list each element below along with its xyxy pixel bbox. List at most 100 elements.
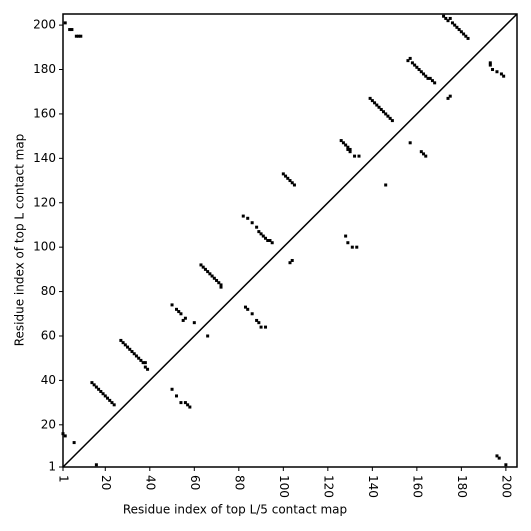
contact-point — [63, 434, 67, 438]
contact-point — [246, 307, 250, 311]
contact-point — [348, 150, 352, 154]
contact-point — [419, 70, 423, 74]
contact-point — [348, 147, 352, 151]
contact-point — [183, 401, 187, 405]
contact-point — [379, 107, 383, 111]
contact-point — [466, 36, 470, 40]
contact-point — [175, 307, 178, 311]
contact-point — [384, 112, 388, 116]
y-tick-label: 60 — [41, 328, 56, 342]
contact-point — [453, 23, 457, 27]
contact-point — [339, 139, 343, 143]
contact-point — [255, 318, 259, 322]
contact-point — [264, 325, 268, 329]
plot-frame — [62, 13, 518, 468]
contact-point — [373, 101, 377, 105]
contact-point — [192, 321, 196, 325]
contact-point — [341, 141, 345, 145]
contact-point — [268, 239, 272, 242]
contact-point — [90, 381, 94, 385]
contact-point — [346, 145, 350, 149]
contact-point — [426, 76, 430, 80]
contact-point — [97, 387, 101, 391]
contact-point — [219, 285, 223, 289]
contact-point — [368, 96, 372, 100]
contact-point — [499, 72, 503, 76]
contact-point — [286, 176, 290, 180]
contact-point — [241, 214, 245, 218]
contact-point — [68, 28, 72, 32]
x-tick-label: 140 — [366, 475, 380, 498]
contact-point — [284, 174, 288, 178]
contact-point — [170, 303, 174, 307]
contact-point — [141, 361, 145, 365]
contact-point — [261, 234, 265, 238]
x-tick-label: 180 — [455, 475, 469, 498]
contact-point — [208, 272, 212, 276]
contact-point — [415, 65, 419, 69]
contact-point — [130, 350, 134, 354]
contact-point — [375, 103, 379, 107]
contact-point — [250, 312, 254, 316]
contact-point — [428, 76, 432, 80]
contact-point — [381, 110, 385, 114]
contact-point — [419, 150, 423, 154]
x-tick-label: 120 — [321, 475, 335, 498]
contact-point — [183, 316, 187, 320]
contact-point — [413, 63, 417, 67]
contact-point — [112, 403, 116, 407]
contact-point — [106, 396, 110, 400]
contact-point — [103, 394, 107, 398]
contact-point — [170, 387, 174, 391]
y-tick-label: 140 — [33, 151, 56, 165]
y-tick-label: 20 — [41, 417, 56, 431]
contact-point — [497, 456, 501, 460]
contact-point — [219, 283, 223, 287]
contact-point — [177, 310, 181, 314]
contact-point — [406, 59, 410, 63]
contact-point — [210, 274, 214, 278]
contact-point — [495, 454, 499, 458]
contact-point — [181, 318, 185, 322]
contact-point — [464, 34, 468, 38]
contact-point — [92, 383, 96, 387]
contact-point — [179, 312, 183, 316]
contact-point — [448, 94, 452, 98]
contact-point — [132, 352, 136, 356]
contact-point — [390, 119, 394, 123]
contact-point — [121, 341, 125, 345]
contact-point — [215, 278, 219, 282]
contact-point — [442, 14, 446, 18]
contact-point — [139, 358, 143, 362]
contact-point — [290, 258, 294, 262]
contact-point — [250, 221, 254, 225]
x-tick-label: 1 — [57, 475, 71, 483]
contact-point — [126, 345, 130, 349]
x-tick-label: 160 — [410, 475, 424, 498]
contact-point — [384, 183, 388, 187]
contact-point — [491, 68, 495, 72]
contact-point — [502, 74, 506, 78]
contact-point — [422, 152, 426, 156]
contact-point — [422, 72, 426, 76]
contact-point — [255, 225, 259, 229]
contact-point — [353, 154, 357, 158]
contact-point — [424, 154, 428, 158]
contact-point — [123, 343, 127, 347]
contact-point — [355, 245, 359, 249]
y-tick-label: 180 — [33, 62, 56, 76]
diagonal-line — [62, 13, 518, 468]
contact-point — [288, 261, 292, 265]
contact-point — [388, 116, 392, 120]
y-tick-label: 100 — [33, 240, 56, 254]
contact-point — [79, 34, 83, 38]
contact-point — [137, 356, 141, 360]
contact-point — [424, 74, 428, 78]
contact-point — [346, 147, 350, 151]
contact-point — [377, 105, 381, 109]
contact-point — [344, 143, 348, 147]
y-tick-label: 80 — [41, 284, 56, 298]
contact-point — [495, 70, 499, 74]
contact-point — [128, 347, 132, 351]
